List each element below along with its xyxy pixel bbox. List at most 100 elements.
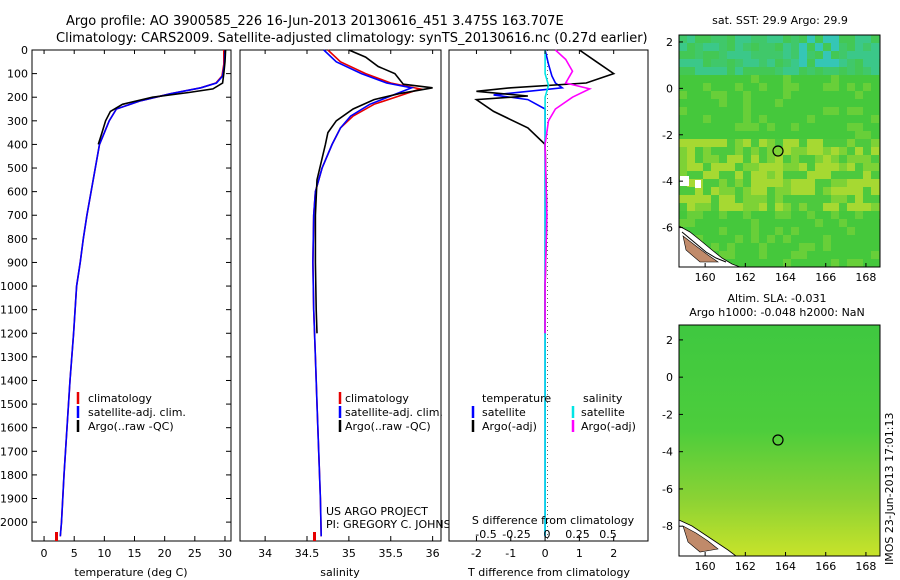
s-tick-label: 0.5 [599,528,617,541]
sst-cell [727,219,735,227]
sst-cell [855,75,863,83]
sst-cell [703,211,711,219]
sst-cell [767,67,775,75]
sst-cell [799,107,807,115]
sst-cell [719,203,727,211]
sst-cell [727,123,735,131]
sst-cell [759,243,767,251]
sst-cell [823,131,831,139]
sst-cell [775,259,783,267]
sst-cell [855,83,863,91]
sst-cell [815,59,823,67]
temperature-x-label: temperature (deg C) [74,566,187,579]
sst-cell [855,259,863,267]
sst-cell [727,195,735,203]
sst-cell [775,83,783,91]
sst-cell [791,83,799,91]
sst-cell [799,163,807,171]
sst-cell [807,43,815,51]
sst-cell [775,75,783,83]
x-tick-label: 34 [258,547,272,560]
sst-cell [831,35,839,43]
sst-cell [783,99,791,107]
sst-cell [863,91,871,99]
sst-cell [807,107,815,115]
difference-panel: -2 -1 0 1 2 -0.5 -0.25 0 0.25 0.5 S difference f… [448,49,649,579]
sst-cell [711,75,719,83]
sst-cell [711,203,719,211]
x-tick-label: 34.5 [295,547,320,560]
sst-cell [863,131,871,139]
difference-plot-frame [448,49,649,542]
sst-cell [719,83,727,91]
sst-cell [719,75,727,83]
sst-cell [743,51,751,59]
sst-cell [847,131,855,139]
sst-cell [687,187,695,195]
sst-cell [679,187,687,195]
sst-cell [735,91,743,99]
sst-cell [695,83,703,91]
sst-cell [711,35,719,43]
sst-cell [855,203,863,211]
sst-cell [679,75,687,83]
sst-cell [847,187,855,195]
sst-cell [799,155,807,163]
sst-cell [727,147,735,155]
sst-cell [799,187,807,195]
y-tick-label: 400 [7,138,28,151]
sst-cell [863,115,871,123]
sst-cell [871,75,879,83]
sst-cell [719,211,727,219]
sst-cell [839,155,847,163]
sst-cell [711,91,719,99]
sst-cell [743,235,751,243]
sst-cell [839,83,847,91]
sst-cell [751,259,759,267]
sst-cell [759,155,767,163]
sla-map-subtitle: Argo h1000: -0.048 h2000: NaN [689,306,865,319]
sst-cell [759,219,767,227]
sst-cell [719,251,727,259]
sst-cell [815,123,823,131]
sst-cell [823,195,831,203]
sst-cell [735,227,743,235]
sst-cell [799,99,807,107]
sst-cell [751,91,759,99]
sst-cell [695,67,703,75]
sla-map-background [679,325,880,556]
sst-cell [727,131,735,139]
sst-cell [687,179,695,187]
sst-cell [679,115,687,123]
sst-cell [783,243,791,251]
sst-cell [799,219,807,227]
sst-cell [687,83,695,91]
sst-cell [847,43,855,51]
sst-cell [855,43,863,51]
sst-cell [871,131,879,139]
sst-cell [855,235,863,243]
sst-cell [823,227,831,235]
credit-line1: US ARGO PROJECT [326,505,428,518]
sst-cell [807,163,815,171]
sst-cell [815,131,823,139]
sst-cell [823,123,831,131]
sst-cell [847,75,855,83]
sst-cell [847,59,855,67]
sst-cell [807,259,815,267]
sst-cell [695,107,703,115]
temperature-legend: climatology satellite-adj. clim. Argo(..… [76,392,186,433]
sst-cell [735,251,743,259]
sst-cell [751,227,759,235]
sst-cell [863,99,871,107]
sst-cell [807,203,815,211]
sst-cell [751,131,759,139]
sst-cell [695,187,703,195]
sst-cell [743,179,751,187]
sst-cell [743,227,751,235]
sst-cell [863,155,871,163]
sst-cell [839,43,847,51]
sst-cell [839,211,847,219]
sst-cell [751,171,759,179]
sst-cell [743,107,751,115]
